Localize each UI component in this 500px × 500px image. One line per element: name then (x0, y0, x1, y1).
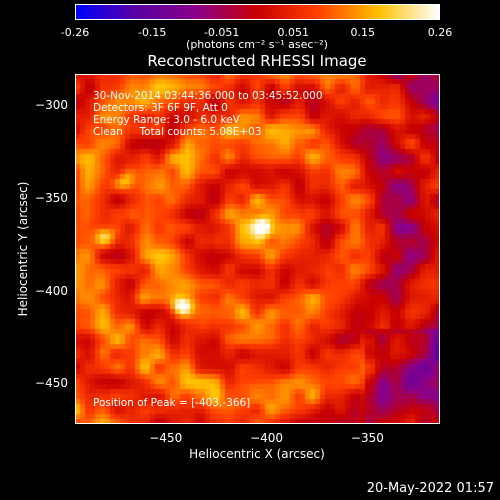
y-tick-label: −300 (35, 98, 68, 113)
colorbar-tick-label: 0.051 (277, 26, 310, 39)
y-tick-label: −400 (35, 283, 68, 298)
colorbar-tick-label: 0.15 (350, 26, 376, 39)
y-tick-label: −450 (35, 376, 68, 391)
info-detectors: Detectors: 3F 6F 9F, Att 0 (93, 102, 228, 114)
timestamp: 20-May-2022 01:57 (366, 481, 494, 496)
x-axis-label: Heliocentric X (arcsec) (189, 447, 325, 461)
x-tick-label: −400 (250, 431, 284, 445)
heatmap-image (75, 74, 440, 424)
y-tick-label: −350 (35, 191, 68, 206)
x-tick-label: −450 (149, 431, 183, 445)
y-axis-label: Heliocentric Y (arcsec) (16, 181, 30, 317)
info-energy-range: Energy Range: 3.0 - 6.0 keV (93, 114, 240, 126)
peak-position-label: Position of Peak = [-403,-366] (93, 397, 251, 409)
x-tick-label: −350 (350, 431, 384, 445)
colorbar (75, 4, 440, 20)
colorbar-tick-label: -0.26 (60, 26, 90, 39)
info-total-counts: Clean Total counts: 5.08E+03 (93, 126, 262, 138)
colorbar-units-label: (photons cm⁻² s⁻¹ asec⁻²) (186, 38, 328, 51)
info-time-range: 30-Nov-2014 03:44:36.000 to 03:45:52.000 (93, 90, 323, 102)
colorbar-tick-label: 0.26 (427, 26, 453, 39)
chart-title: Reconstructed RHESSI Image (147, 52, 367, 70)
colorbar-tick-label: -0.15 (137, 26, 167, 39)
colorbar-tick-label: -0.051 (203, 26, 240, 39)
